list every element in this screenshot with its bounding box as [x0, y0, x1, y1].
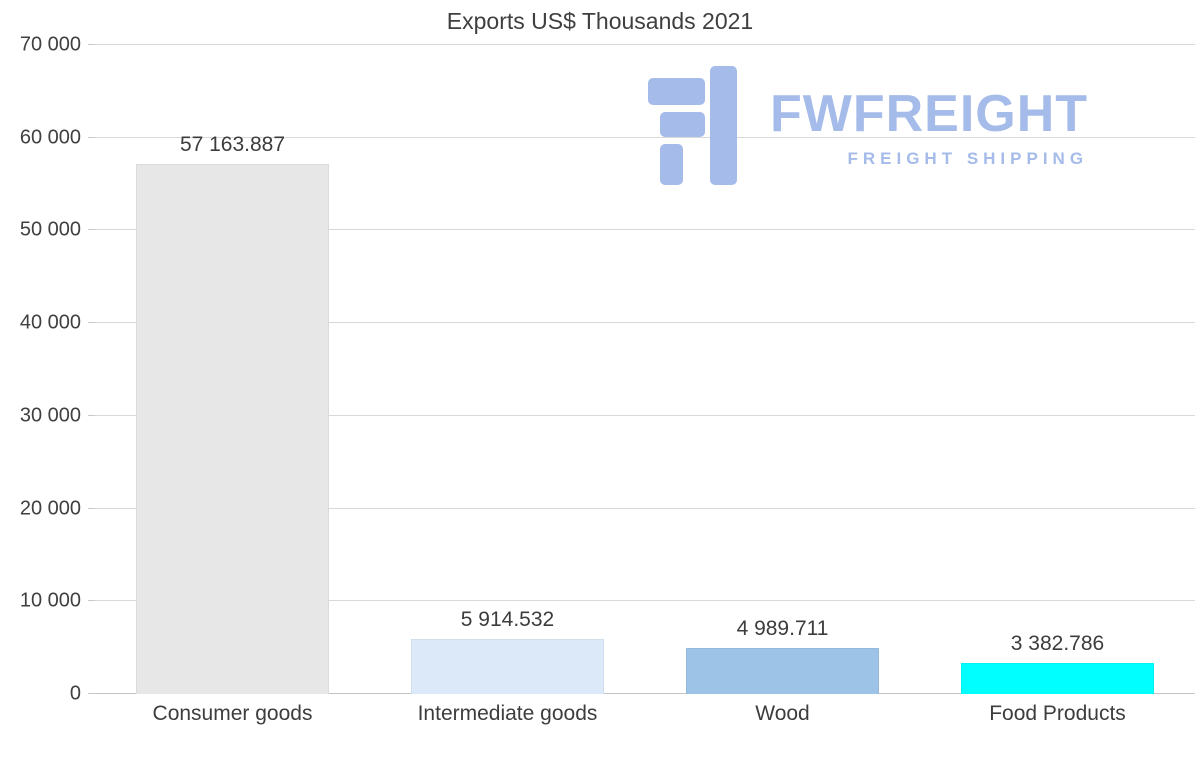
y-axis-label: 40 000: [19, 311, 81, 334]
x-axis-label: Intermediate goods: [417, 702, 598, 725]
gridline: [95, 600, 1195, 602]
y-axis-label: 30 000: [19, 404, 81, 427]
x-axis-label: Wood: [755, 702, 810, 725]
gridline: [95, 507, 1195, 509]
y-axis-tick: [88, 229, 95, 231]
y-axis-label: 60 000: [19, 126, 81, 149]
gridline: [95, 414, 1195, 416]
watermark-text: FWFREIGHT FREIGHT SHIPPING: [770, 66, 1088, 169]
y-axis-label: 50 000: [19, 218, 81, 241]
y-axis-label: 0: [69, 682, 81, 705]
x-axis-label: Food Products: [989, 702, 1126, 725]
gridline: [95, 136, 1195, 138]
watermark-logo: FWFREIGHT FREIGHT SHIPPING: [648, 66, 1088, 185]
bar-slot: 4 989.711: [645, 45, 920, 694]
chart-title: Exports US$ Thousands 2021: [446, 8, 754, 34]
gridline: [95, 44, 1195, 45]
gridline: [95, 229, 1195, 231]
gridline: [95, 322, 1195, 324]
y-axis-tick: [88, 44, 95, 45]
watermark-tagline: FREIGHT SHIPPING: [847, 149, 1089, 168]
bars-row: 57 163.887 5 914.532 4 989.711 3 382.786: [95, 45, 1195, 694]
y-axis-tick: [88, 693, 95, 694]
y-axis-label: 10 000: [19, 589, 81, 612]
y-axis-tick: [88, 322, 95, 324]
y-axis-tick: [88, 136, 95, 138]
bar-slot: 3 382.786: [920, 45, 1195, 694]
fwfreight-logo-icon: [648, 66, 737, 185]
bar-value-label: 3 382.786: [1010, 631, 1105, 655]
y-axis-tick: [88, 600, 95, 602]
x-axis-label: Consumer goods: [152, 702, 313, 725]
y-axis: 0 10 000 20 000 30 000 40 000 50 000 60 000 70 …: [0, 34, 95, 705]
bar: [411, 639, 604, 694]
y-axis-tick: [88, 414, 95, 416]
bar: [136, 164, 329, 694]
bar-slot: 57 163.887: [95, 45, 370, 694]
plot-area: 57 163.887 5 914.532 4 989.711 3 382.786: [95, 44, 1195, 694]
bar: [961, 662, 1154, 694]
bar: [686, 647, 879, 694]
bar-slot: 5 914.532: [370, 45, 645, 694]
bar-value-label: 57 163.887: [179, 133, 286, 157]
watermark-brand: FWFREIGHT: [770, 85, 1089, 143]
bar-value-label: 5 914.532: [460, 608, 555, 632]
bar-value-label: 4 989.711: [736, 616, 829, 640]
y-axis-tick: [88, 507, 95, 509]
y-axis-label: 20 000: [19, 497, 81, 520]
x-axis: Consumer goods Intermediate goods Wood Food…: [95, 702, 1195, 726]
y-axis-label: 70 000: [19, 33, 81, 56]
gridline: [95, 693, 1195, 694]
